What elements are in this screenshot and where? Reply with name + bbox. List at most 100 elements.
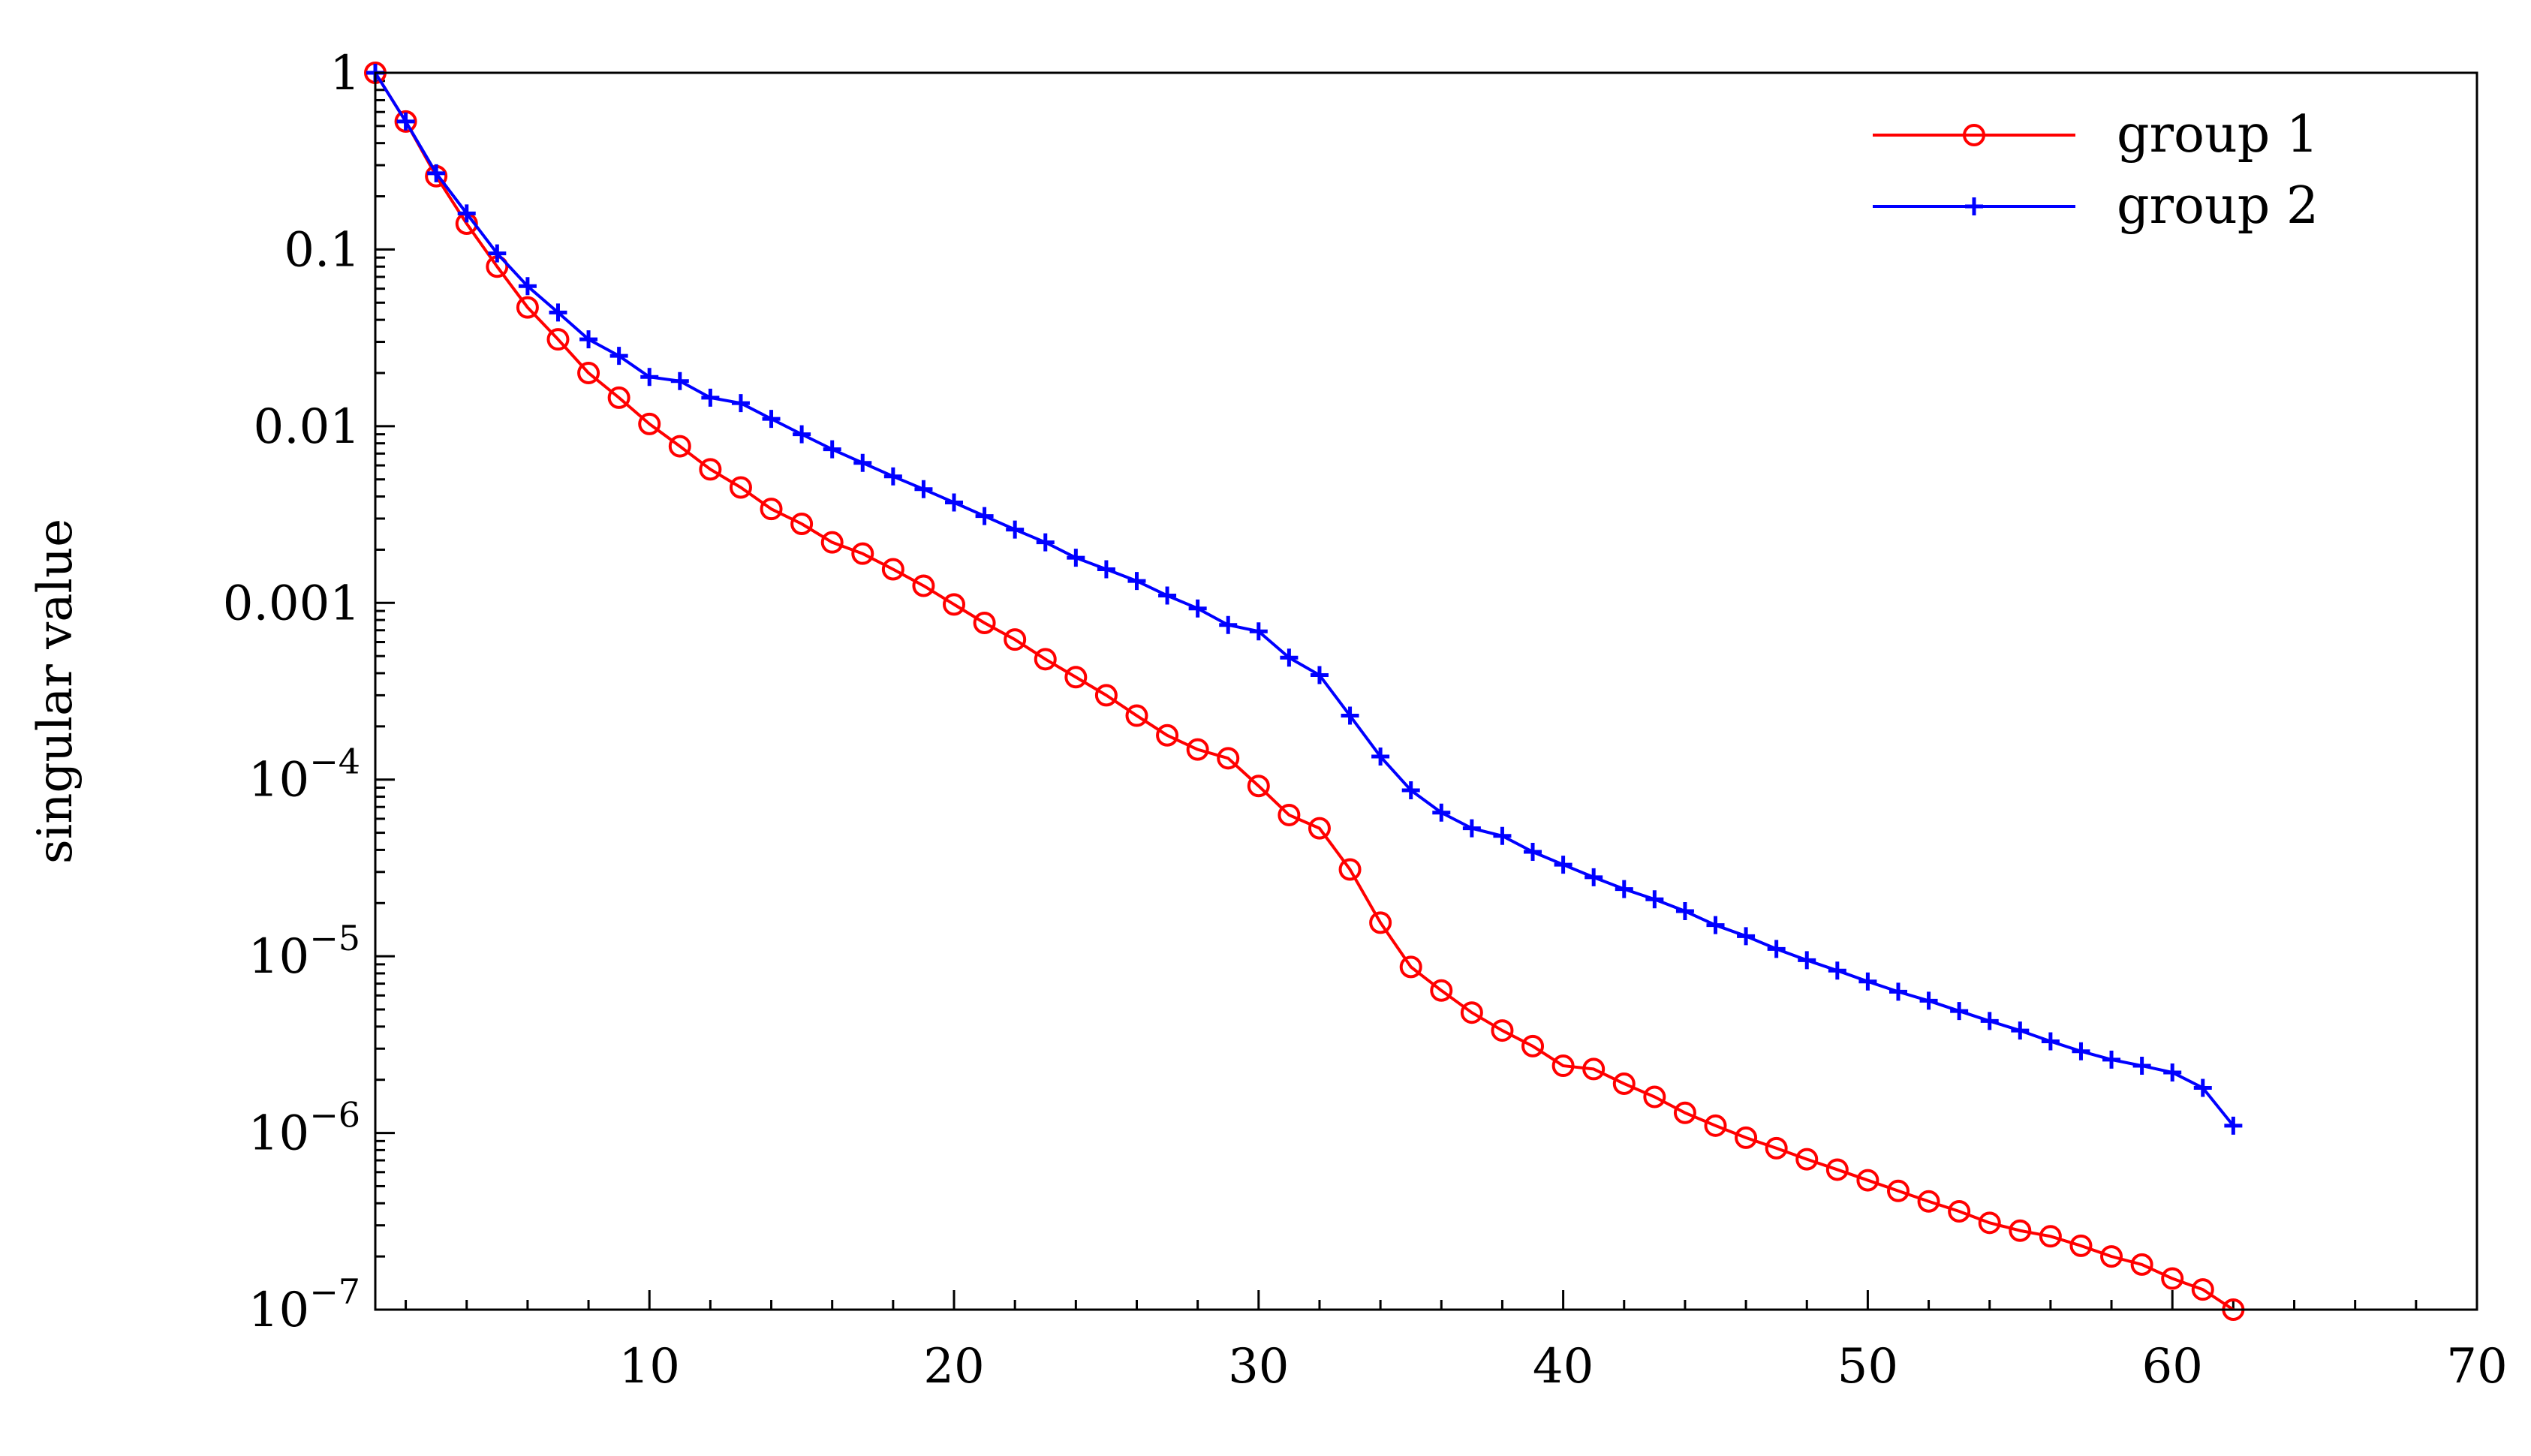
data-point bbox=[2191, 1278, 2214, 1301]
data-point bbox=[1643, 1085, 1666, 1109]
data-point bbox=[518, 277, 537, 296]
data-point bbox=[1460, 1001, 1483, 1024]
data-point bbox=[1127, 572, 1146, 591]
data-point bbox=[1310, 666, 1329, 684]
data-point bbox=[853, 453, 872, 472]
data-point bbox=[1432, 803, 1451, 822]
axis-ticks bbox=[375, 71, 2478, 1311]
x-tick-label: 30 bbox=[1228, 1339, 1289, 1394]
data-point bbox=[607, 386, 630, 409]
data-point bbox=[1554, 856, 1572, 874]
data-point bbox=[1582, 1057, 1606, 1081]
y-tick-label: 10−5 bbox=[248, 918, 360, 985]
data-point bbox=[638, 412, 661, 435]
data-point bbox=[2224, 1116, 2243, 1135]
data-point bbox=[2132, 1057, 2151, 1075]
x-tick-label: 60 bbox=[2141, 1339, 2202, 1394]
y-tick-label: 0.001 bbox=[223, 576, 360, 631]
data-point bbox=[1338, 858, 1362, 881]
data-point bbox=[943, 593, 966, 616]
data-point bbox=[516, 296, 539, 319]
data-point bbox=[1706, 916, 1725, 934]
data-point bbox=[762, 410, 781, 429]
data-point bbox=[1551, 1054, 1575, 1078]
data-point bbox=[1493, 826, 1512, 845]
data-point bbox=[1399, 955, 1422, 979]
data-point bbox=[1097, 560, 1115, 579]
data-point bbox=[945, 493, 964, 512]
data-point bbox=[549, 303, 567, 322]
tick-labels: 10 20 30 40 50 60 7010.10.010.00110−410−510−61… bbox=[223, 46, 2508, 1394]
data-point bbox=[1280, 648, 1299, 667]
data-point bbox=[1795, 1148, 1819, 1171]
y-tick-label: 10−6 bbox=[248, 1095, 360, 1162]
data-point bbox=[2163, 1063, 2182, 1081]
data-point bbox=[1980, 1012, 1999, 1030]
plot-frame bbox=[374, 71, 2478, 1311]
data-point bbox=[1917, 1190, 1940, 1213]
data-point bbox=[1401, 781, 1420, 799]
legend-item: group 1 bbox=[1873, 105, 2319, 164]
y-tick-label: 10−4 bbox=[248, 742, 360, 808]
data-point bbox=[1462, 819, 1481, 838]
data-point bbox=[701, 388, 720, 407]
data-point bbox=[1858, 972, 1877, 991]
x-tick-label: 70 bbox=[2446, 1339, 2507, 1394]
legend-marker bbox=[1965, 197, 1983, 215]
data-point bbox=[883, 467, 902, 486]
data-point bbox=[1886, 1179, 1910, 1202]
data-point bbox=[579, 330, 598, 349]
data-point bbox=[427, 164, 446, 182]
series-line bbox=[374, 71, 2235, 1127]
data-point bbox=[1615, 880, 1633, 898]
data-point bbox=[729, 476, 752, 499]
data-point bbox=[1645, 890, 1664, 909]
data-point bbox=[1186, 738, 1209, 761]
data-point bbox=[1156, 723, 1179, 747]
data-point bbox=[1919, 991, 1938, 1010]
data-point bbox=[1491, 1019, 1514, 1042]
y-tick-base: 10 bbox=[248, 1283, 309, 1338]
data-point bbox=[760, 498, 783, 521]
data-point bbox=[1341, 706, 1359, 725]
data-point bbox=[2193, 1078, 2212, 1097]
data-point bbox=[1888, 982, 1907, 1001]
x-tick-label: 40 bbox=[1533, 1339, 1594, 1394]
x-tick-label: 20 bbox=[923, 1339, 984, 1394]
data-point bbox=[396, 112, 415, 131]
data-point bbox=[2161, 1267, 2184, 1290]
y-axis-title: singular value bbox=[28, 519, 83, 864]
data-point bbox=[1673, 1101, 1696, 1124]
legend-label: group 2 bbox=[2117, 176, 2319, 236]
legend-label: group 1 bbox=[2117, 105, 2319, 164]
data-point bbox=[1675, 902, 1694, 921]
series-layer bbox=[364, 62, 2245, 1321]
data-point bbox=[640, 368, 659, 387]
data-point bbox=[1369, 911, 1392, 934]
y-tick-label: 0.1 bbox=[284, 222, 360, 278]
data-point bbox=[1704, 1114, 1727, 1137]
data-point bbox=[1034, 648, 1057, 671]
data-point bbox=[1125, 704, 1148, 727]
series-line bbox=[374, 71, 2235, 1311]
data-point bbox=[1067, 549, 1085, 567]
series-group-2 bbox=[366, 64, 2243, 1135]
data-point bbox=[881, 558, 904, 581]
data-point bbox=[1006, 520, 1025, 539]
x-tick-label: 10 bbox=[618, 1339, 679, 1394]
data-point bbox=[975, 507, 994, 525]
data-point bbox=[1612, 1072, 1636, 1095]
data-point bbox=[1521, 1034, 1545, 1057]
data-point bbox=[1036, 533, 1055, 552]
data-point bbox=[912, 574, 935, 597]
data-point bbox=[2069, 1234, 2093, 1257]
data-point bbox=[731, 394, 750, 413]
data-point bbox=[1247, 775, 1270, 798]
data-point bbox=[699, 458, 722, 481]
data-point bbox=[394, 110, 417, 133]
data-point bbox=[973, 612, 996, 635]
data-point bbox=[1219, 615, 1238, 634]
legend-item: group 2 bbox=[1873, 176, 2319, 236]
